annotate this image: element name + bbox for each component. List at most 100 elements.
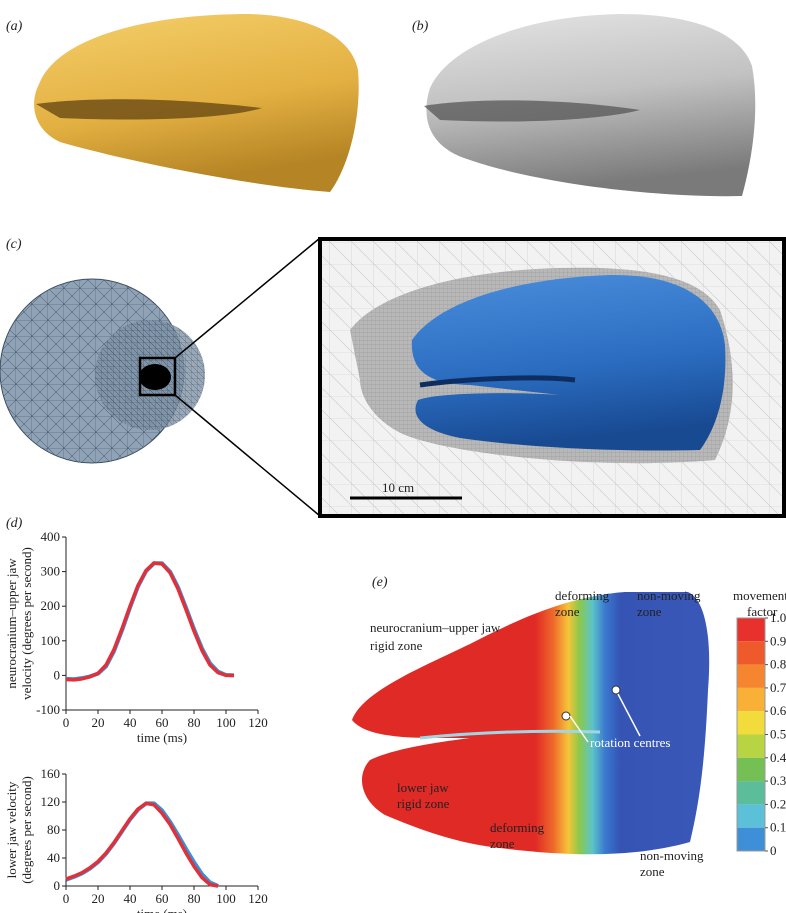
y-tick-label: 200 — [41, 598, 61, 613]
x-tick-label: 120 — [248, 715, 268, 730]
annotation: deforming zone — [490, 820, 545, 851]
y-tick-label: 400 — [41, 529, 61, 544]
colorbar-tick-label: 0.9 — [770, 633, 786, 648]
panel-label: (c) — [6, 237, 22, 252]
x-tick-label: 80 — [188, 715, 201, 730]
colorbar-tick-label: 0.6 — [770, 703, 786, 718]
y-tick-label: 100 — [41, 633, 61, 648]
annotation-line: lower jaw — [397, 780, 449, 795]
panel-label: (b) — [412, 19, 429, 34]
panel-label: (d) — [6, 516, 23, 531]
x-tick-label: 0 — [63, 891, 70, 906]
annotation: rotation centres — [590, 735, 671, 750]
colorbar-tick-label: 0 — [770, 843, 777, 858]
colorbar-tick-label: 0.1 — [770, 820, 786, 835]
y-axis-label: (degrees per second) — [19, 776, 34, 884]
series-line — [65, 561, 234, 682]
x-axis-label: time (ms) — [137, 730, 187, 745]
colorbar-tick-label: 0.4 — [770, 750, 786, 765]
panel-label: (a) — [6, 19, 23, 34]
colorbar-segment — [737, 804, 765, 828]
colorbar-segment — [737, 757, 765, 782]
colorbar-tick-label: 0.3 — [770, 773, 786, 788]
annotation-line: zone — [490, 836, 515, 851]
annotation-line: zone — [637, 604, 662, 619]
colorbar-tick-label: 0.5 — [770, 727, 786, 742]
mouth — [419, 729, 601, 740]
annotation: non-moving zone — [640, 848, 704, 879]
y-axis-label: velocity (degrees per second) — [19, 547, 34, 700]
zoom-line — [174, 394, 321, 517]
x-axis-label: time (ms) — [137, 906, 187, 913]
scale-bar-label: 10 cm — [382, 480, 414, 495]
y-tick-label: 40 — [47, 850, 60, 865]
x-tick-label: 100 — [216, 715, 236, 730]
x-tick-label: 20 — [92, 891, 105, 906]
x-tick-label: 120 — [248, 891, 268, 906]
y-tick-label: -100 — [36, 702, 60, 717]
y-tick-label: 0 — [54, 878, 61, 893]
y-axis-label: neurocranium–upper jaw — [4, 558, 19, 689]
annotation-line: zone — [640, 864, 665, 879]
colorbar-tick-label: 1.0 — [770, 610, 786, 625]
rotation-centre — [611, 685, 621, 695]
x-tick-label: 0 — [63, 715, 70, 730]
x-tick-label: 40 — [124, 715, 137, 730]
colorbar-segment — [737, 618, 765, 642]
zoom-line — [174, 237, 321, 359]
y-tick-label: 120 — [41, 794, 61, 809]
series-line — [65, 801, 219, 888]
annotation-line: non-moving — [637, 588, 701, 603]
x-tick-label: 80 — [188, 891, 201, 906]
annotation: non-moving zone — [637, 588, 701, 619]
annotation-line: deforming — [555, 588, 610, 603]
zoom-box — [138, 356, 177, 397]
annotation-line: deforming — [490, 820, 545, 835]
colorbar-segment — [737, 641, 765, 665]
annotation: neurocranium–upper jaw rigid zone — [370, 620, 501, 653]
colorbar-segment — [737, 734, 765, 758]
y-tick-label: 80 — [47, 822, 60, 837]
colorbar-tick-label: 0.8 — [770, 657, 786, 672]
annotation-line: zone — [555, 604, 580, 619]
mouth — [36, 99, 262, 120]
y-tick-label: 300 — [41, 564, 61, 579]
head-model-mesh — [411, 274, 726, 451]
head-location — [139, 364, 171, 390]
mouth — [424, 100, 640, 122]
movement-factor-map — [352, 592, 710, 855]
x-tick-label: 100 — [216, 891, 236, 906]
annotation-line: neurocranium–upper jaw — [370, 620, 501, 635]
annotation: deforming zone — [555, 588, 610, 619]
colorbar-segment — [737, 781, 765, 805]
mouth — [419, 375, 576, 388]
annotation-line: non-moving — [640, 848, 704, 863]
x-tick-label: 60 — [156, 891, 169, 906]
y-tick-label: 160 — [41, 766, 61, 781]
colorbar: 1.0 0.9 0.8 0.7 0.6 0.5 0.4 0.3 0.2 0.1 0 — [736, 610, 786, 858]
colorbar-segment — [737, 827, 765, 851]
y-axis-label: lower jaw velocity — [4, 781, 19, 878]
panel-label: (e) — [372, 575, 388, 590]
colorbar-segment — [737, 664, 765, 688]
colorbar-segment — [737, 687, 765, 712]
colorbar-title-line: movement — [733, 588, 786, 603]
series-line — [65, 801, 219, 888]
x-tick-label: 60 — [156, 715, 169, 730]
colorbar-tick-label: 0.7 — [770, 680, 786, 695]
annotation: lower jaw rigid zone — [397, 780, 450, 811]
x-tick-label: 20 — [92, 715, 105, 730]
annotation-line: rigid zone — [370, 638, 423, 653]
colorbar-title: movement factor — [733, 588, 786, 619]
colorbar-title-line: factor — [747, 604, 778, 619]
leader — [617, 693, 641, 737]
rotation-centre — [561, 711, 571, 721]
annotation-line: rigid zone — [397, 796, 450, 811]
y-tick-label: 0 — [54, 667, 61, 682]
scale-bar-label: 1 m — [122, 476, 142, 491]
leader — [569, 715, 589, 743]
colorbar-tick-label: 0.2 — [770, 796, 786, 811]
colorbar-segment — [737, 711, 765, 735]
